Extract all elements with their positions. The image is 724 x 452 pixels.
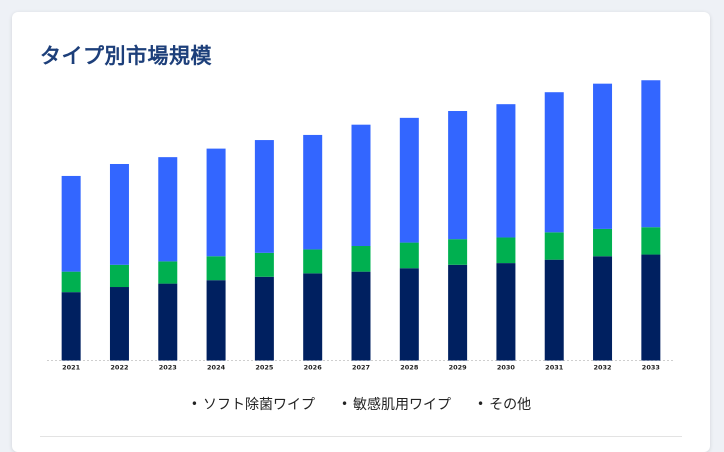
bar-segment-2033-series-2 [641,80,661,228]
bar-segment-2021-series-2 [61,175,81,272]
bar-segment-2027-series-2 [351,124,371,247]
bar-segment-2024-series-2 [206,148,226,257]
x-tick-label: 2024 [207,364,226,372]
bar-segment-2022-series-0 [109,287,129,361]
x-tick-label: 2022 [110,364,128,372]
bar-segment-2026-series-2 [303,134,323,250]
legend-label: ソフト除菌ワイプ [202,397,315,413]
bullet-icon: • [190,397,198,411]
bar-segment-2032-series-0 [593,256,613,361]
bar-segment-2023-series-2 [158,157,178,262]
bar-segment-2033-series-0 [641,254,661,361]
x-tick-label: 2023 [159,364,177,372]
chart-legend: • ソフト除菌ワイプ • 敏感肌用ワイプ • その他 [12,394,710,414]
bar-segment-2025-series-1 [254,252,274,277]
legend-item-other: • その他 [477,394,531,414]
bar-segment-2023-series-0 [158,283,178,361]
bar-segment-2024-series-1 [206,256,226,281]
x-tick-label: 2021 [62,364,81,372]
legend-item-sensitive-wipes: • 敏感肌用ワイプ [341,394,451,414]
bar-segment-2030-series-1 [496,237,516,264]
bar-segment-2031-series-1 [544,232,564,260]
bar-segment-2024-series-0 [206,280,226,361]
bar-segment-2026-series-1 [303,249,323,274]
x-tick-label: 2028 [400,364,419,372]
chart-card: タイプ別市場規模 2021 2022 2023 2024 2025 2026 2027 202… [12,12,710,452]
bar-segment-2023-series-1 [158,261,178,284]
bar-segment-2026-series-0 [303,273,323,361]
bar-segment-2025-series-0 [254,276,274,361]
bar-segment-2025-series-2 [254,140,274,253]
bar-segment-2021-series-1 [61,271,81,293]
x-tick-label: 2033 [642,364,660,372]
bar-segment-2027-series-0 [351,271,371,361]
bar-segment-2027-series-1 [351,246,371,272]
bar-segment-2031-series-0 [544,259,564,361]
bar-segment-2029-series-1 [448,239,468,265]
x-tick-label: 2030 [497,364,516,372]
legend-label: その他 [489,397,532,413]
stacked-bar-chart: 2021 2022 2023 2024 2025 2026 2027 2028 2029 2030… [47,80,675,372]
bar-segment-2021-series-0 [61,292,81,361]
chart-title: タイプ別市場規模 [40,44,212,68]
x-tick-label: 2032 [593,364,611,372]
x-tick-label: 2026 [304,364,323,372]
bar-segment-2030-series-0 [496,263,516,361]
x-tick-label: 2031 [545,364,564,372]
bullet-icon: • [477,397,485,411]
bar-segment-2033-series-1 [641,227,661,255]
bar-segment-2028-series-1 [399,242,419,269]
x-tick-label: 2027 [352,364,370,372]
x-tick-label: 2029 [449,364,468,372]
bar-segment-2032-series-1 [593,228,613,257]
bar-segment-2028-series-2 [399,117,419,243]
bar-segment-2029-series-0 [448,264,468,361]
bar-segment-2030-series-2 [496,104,516,238]
legend-item-soft-wipes: • ソフト除菌ワイプ [191,394,315,414]
bar-segment-2028-series-0 [399,268,419,361]
bullet-icon: • [340,397,349,411]
bottom-divider [40,436,682,437]
bar-segment-2031-series-2 [544,92,564,233]
bar-segment-2032-series-2 [593,83,613,229]
bar-segment-2029-series-2 [448,111,468,240]
bar-segment-2022-series-2 [109,163,129,265]
legend-label: 敏感肌用ワイプ [353,397,452,413]
bar-segment-2022-series-1 [109,264,129,288]
x-tick-label: 2025 [255,364,274,372]
